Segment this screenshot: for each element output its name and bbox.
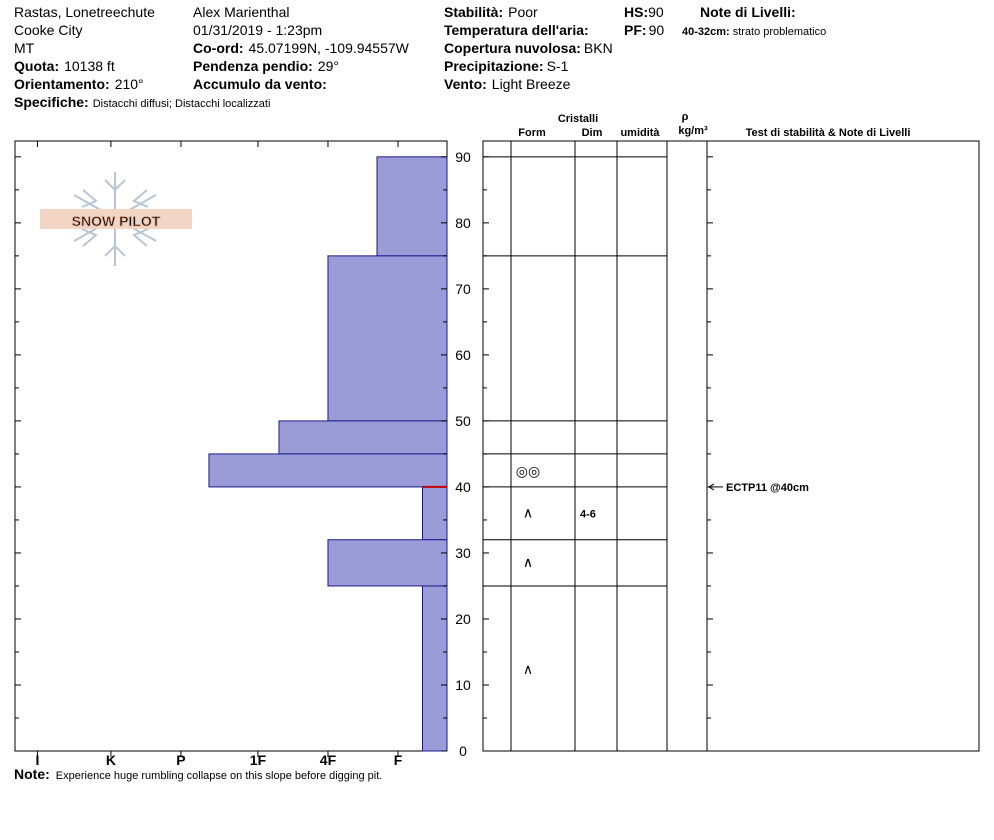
y-tick-label: 50 (455, 413, 471, 429)
layer-bar (327, 255, 448, 422)
column-header: umidità (620, 127, 660, 139)
elevation: Quota: 10138 ft (14, 58, 115, 74)
grain-form: ∧ (523, 661, 533, 677)
y-tick-label: 60 (455, 347, 471, 363)
x-tick-label: 4F (320, 752, 337, 768)
sky: Copertura nuvolosa: BKN (444, 40, 613, 56)
y-tick-label: 20 (455, 611, 471, 627)
coords: Co-ord: 45.07199N, -109.94557W (193, 40, 410, 56)
x-tick-label: I (35, 752, 39, 768)
y-tick-label: 30 (455, 545, 471, 561)
label: Quota: (14, 58, 59, 74)
label: 40-32cm: (682, 26, 730, 38)
grain-form: ∧ (523, 554, 533, 570)
tests-header: Test di stabilità & Note di Livelli (746, 127, 911, 139)
hs: HS:90 (624, 4, 664, 20)
stability: Stabilità: Poor (444, 4, 538, 20)
table-columns (510, 141, 708, 751)
layer-note: 40-32cm: strato problematico (682, 26, 826, 38)
value: strato problematico (733, 26, 827, 38)
air-temp: Temperatura dell'aria: (444, 22, 589, 38)
datetime: 01/31/2019 - 1:23pm (193, 22, 322, 38)
x-tick-label: P (176, 752, 185, 768)
group-header: Cristalli (558, 113, 598, 125)
specifics: Specifiche: Distacchi diffusi; Distacchi … (14, 94, 270, 110)
test-label: ECTP11 @40cm (726, 482, 809, 494)
layer-bar (327, 539, 448, 587)
value: 210° (115, 76, 144, 92)
observer: Alex Marienthal (193, 4, 290, 20)
y-tick-label: 10 (455, 677, 471, 693)
column-header: Form (518, 127, 546, 139)
pf: PF: 90 (624, 22, 664, 38)
value: Poor (508, 4, 538, 20)
aspect: Orientamento: 210° (14, 76, 144, 92)
region: Cooke City (14, 22, 82, 38)
wind-loading: Accumulo da vento: (193, 76, 327, 92)
label: Specifiche: (14, 94, 89, 110)
layer-notes-title: Note di Livelli: (700, 4, 796, 20)
x-tick-label: 1F (250, 752, 267, 768)
density-header: ρ (682, 111, 689, 123)
location: Rastas, Lonetreechute (14, 4, 155, 20)
label: Vento: (444, 76, 487, 92)
grain-form: ◎◎ (516, 463, 540, 479)
precip: Precipitazione: S-1 (444, 58, 569, 74)
note: Note: Experience huge rumbling collapse o… (14, 766, 382, 782)
x-tick-label: F (394, 752, 403, 768)
label: Note: (14, 766, 50, 782)
slope: Pendenza pendio: 29° (193, 58, 339, 74)
label: HS: (624, 4, 648, 20)
label: Orientamento: (14, 76, 110, 92)
label: Copertura nuvolosa: (444, 40, 581, 56)
state: MT (14, 40, 35, 56)
value: 90 (648, 4, 664, 20)
value: Light Breeze (492, 76, 571, 92)
grain-size: 4-6 (580, 508, 596, 520)
label: Stabilità: (444, 4, 503, 20)
value: BKN (584, 40, 613, 56)
logo-band (40, 209, 192, 229)
grain-form: ∧ (523, 504, 533, 520)
layer-bar (376, 156, 448, 257)
layer-bar (278, 420, 448, 455)
label: Co-ord: (193, 40, 244, 56)
value: 29° (318, 58, 339, 74)
value: 45.07199N, -109.94557W (249, 40, 410, 56)
layer-bar (421, 486, 448, 541)
y-tick-label: 40 (455, 479, 471, 495)
y-tick-label: 80 (455, 215, 471, 231)
column-header: Dim (582, 127, 603, 139)
value: S-1 (547, 58, 569, 74)
test-arrowhead (708, 483, 715, 491)
layer-bar (421, 585, 448, 752)
x-tick-label: K (106, 752, 116, 768)
value: 90 (649, 22, 665, 38)
y-tick-label: 0 (459, 743, 467, 759)
label: Pendenza pendio: (193, 58, 313, 74)
y-tick-label: 90 (455, 149, 471, 165)
label: Precipitazione: (444, 58, 544, 74)
value: Experience huge rumbling collapse on thi… (56, 770, 383, 782)
density-unit: kg/m³ (678, 125, 708, 137)
value: 10138 ft (64, 58, 115, 74)
y-tick-label: 70 (455, 281, 471, 297)
layer-bar (208, 453, 448, 488)
logo-text: SNOW PILOT (72, 213, 161, 229)
value: Distacchi diffusi; Distacchi localizzati (93, 98, 271, 110)
label: PF: (624, 22, 647, 38)
wind: Vento: Light Breeze (444, 76, 571, 92)
table-frame (482, 140, 980, 752)
